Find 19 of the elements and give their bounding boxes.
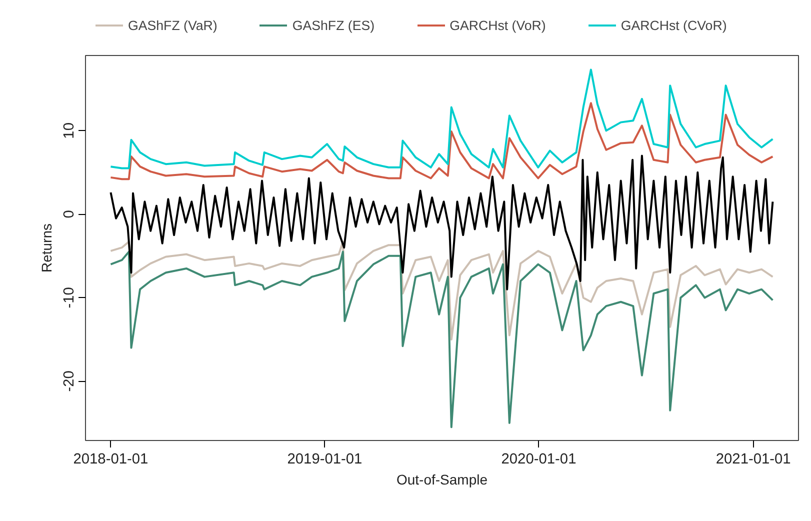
legend-label: GARCHst (VoR) bbox=[450, 18, 546, 32]
line-series bbox=[110, 250, 774, 428]
y-tick-label: -10 bbox=[62, 287, 78, 308]
y-tick-label: -20 bbox=[62, 370, 78, 392]
y-tick-label: 0 bbox=[62, 210, 78, 218]
x-tick-label: 2018-01-01 bbox=[73, 452, 148, 468]
line-series bbox=[110, 102, 774, 180]
line-series bbox=[110, 240, 774, 340]
y-axis-title: Returns bbox=[38, 223, 54, 273]
line-series bbox=[110, 68, 774, 170]
y-tick-label: 10 bbox=[62, 122, 78, 139]
line-series bbox=[110, 154, 774, 290]
x-tick-label: 2021-01-01 bbox=[716, 452, 791, 468]
legend-label: GAShFZ (VaR) bbox=[128, 18, 218, 32]
legend-label: GAShFZ (ES) bbox=[292, 18, 375, 32]
x-axis-title: Out-of-Sample bbox=[396, 472, 488, 488]
x-tick-label: 2020-01-01 bbox=[501, 452, 576, 468]
legend-label: GARCHst (CVoR) bbox=[620, 18, 727, 32]
x-tick-label: 2019-01-01 bbox=[287, 452, 362, 468]
